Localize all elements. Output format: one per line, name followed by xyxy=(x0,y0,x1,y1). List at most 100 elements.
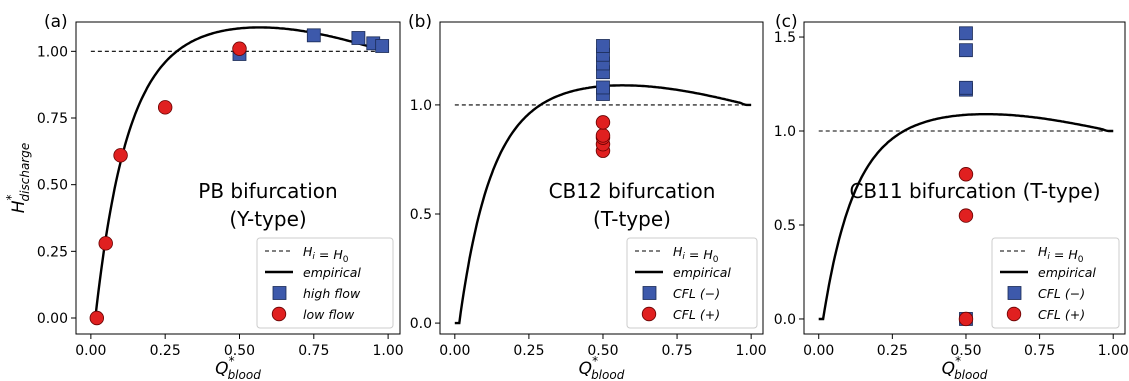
y-tick-label: 1.5 xyxy=(774,30,796,46)
y-tick-label: 0.0 xyxy=(774,312,796,328)
annotation-text: (Y-type) xyxy=(229,207,306,231)
legend-label: empirical xyxy=(673,265,731,280)
panel-c: 0.00 0.25 0.50 0.75 1.00 0.0 0.5 1.0 1.5(c) CB11 … xyxy=(774,12,1129,381)
x-tick-label: 0.75 xyxy=(298,343,329,359)
data-point-circle xyxy=(232,41,247,56)
x-tick-label: 0.00 xyxy=(803,343,834,359)
y-tick-label: 0.00 xyxy=(37,311,68,327)
y-tick-label: 1.0 xyxy=(410,98,432,114)
data-point-square xyxy=(351,31,366,45)
data-point-circle xyxy=(958,311,974,327)
data-point-circle xyxy=(113,148,128,163)
data-point-square xyxy=(306,28,321,43)
y-tick-label: 0.0 xyxy=(410,316,432,332)
data-point-circle xyxy=(595,115,611,130)
legend-label-part: H xyxy=(703,247,713,262)
x-tick-label: 0.50 xyxy=(950,343,981,359)
legend-label: CFL (+) xyxy=(673,307,720,322)
legend-square-marker xyxy=(642,286,657,300)
legend-box xyxy=(991,237,1120,329)
x-tick-label: 1.00 xyxy=(1098,343,1129,359)
data-point-square xyxy=(959,26,973,41)
legend-label: empirical xyxy=(303,265,361,280)
legend-label: high flow xyxy=(303,286,361,301)
data-point-circle xyxy=(595,128,611,143)
legend-label-part: i xyxy=(1047,252,1050,262)
y-tick-label: 0.25 xyxy=(37,244,68,260)
x-axis-title: Q* blood xyxy=(579,354,625,381)
data-point-circle xyxy=(958,167,974,182)
y-tick-label: 0.5 xyxy=(410,207,432,223)
y-tick-label: 1.0 xyxy=(774,124,796,140)
legend-label: empirical xyxy=(1038,265,1096,280)
legend-label: CFL (−) xyxy=(1038,286,1085,301)
x-tick-label: 0.75 xyxy=(1024,343,1055,359)
x-tick-label: 0.50 xyxy=(587,343,618,359)
panel-label: (a) xyxy=(44,12,68,32)
annotation-text: CB11 bifurcation (T-type) xyxy=(849,179,1100,203)
x-tick-label: 0.25 xyxy=(150,343,181,359)
data-point-circle xyxy=(157,100,173,115)
x-tick-label: 0.25 xyxy=(877,343,908,359)
panel-b: 0.00 0.25 0.50 0.75 1.00 0.0 0.5 1.0 (b) CB12 bif… xyxy=(408,12,767,381)
legend-box xyxy=(626,237,758,329)
x-axis-title: Q* blood xyxy=(215,354,261,381)
y-axis-title: H*discharge xyxy=(4,143,32,214)
legend-square-marker xyxy=(272,286,287,300)
legend-label: CFL (−) xyxy=(673,286,720,301)
legend-label-part: = xyxy=(315,247,333,262)
annotation-text: CB12 bifurcation xyxy=(549,179,716,203)
legend-circle-marker xyxy=(641,306,657,322)
legend-label-part: H xyxy=(673,244,683,259)
y-tick-label: 0.5 xyxy=(774,218,796,234)
plot-frame xyxy=(803,21,1126,335)
x-tick-label: 0.00 xyxy=(439,343,470,359)
legend-label: low flow xyxy=(303,307,355,322)
data-point-circle xyxy=(98,236,113,251)
y-tick-label: 0.75 xyxy=(37,111,68,127)
legend-label-part: H xyxy=(333,247,343,262)
legend-label-part: H xyxy=(1038,244,1048,259)
data-point-circle xyxy=(958,208,974,223)
plot-frame xyxy=(439,21,764,335)
legend-label: Hi = H0 xyxy=(1038,244,1084,265)
panel-label: (b) xyxy=(408,12,432,32)
y-tick-label: 0.50 xyxy=(37,178,68,194)
annotation-text: (T-type) xyxy=(593,207,671,231)
legend-label-part: i xyxy=(682,252,685,262)
panel-label: (c) xyxy=(775,12,798,32)
x-tick-label: 1.00 xyxy=(736,343,767,359)
data-point-square xyxy=(959,80,973,95)
legend-label-part: 0 xyxy=(1078,255,1084,265)
legend-square-marker xyxy=(1007,286,1022,300)
legend-circle-marker xyxy=(271,306,287,322)
legend-label-part: H xyxy=(303,244,313,259)
plot-frame xyxy=(75,21,401,335)
legend-circle-marker xyxy=(1006,306,1022,322)
x-axis-title: Q* blood xyxy=(942,354,988,381)
panel-a: 0.00 0.25 0.50 0.75 1.00 0.00 0.25 0.50 0.75 1.00… xyxy=(4,12,404,381)
x-tick-label: 0.50 xyxy=(224,343,255,359)
data-point-circle xyxy=(89,310,105,326)
annotation-text: PB bifurcation xyxy=(198,179,337,203)
legend-label-part: = xyxy=(685,247,703,262)
legend-label: Hi = H0 xyxy=(673,244,719,265)
data-point-square xyxy=(596,39,610,53)
empirical-curve xyxy=(818,113,1114,321)
legend-label-part: 0 xyxy=(343,255,349,265)
x-tick-label: 0.00 xyxy=(75,343,106,359)
data-point-square xyxy=(375,39,390,53)
y-tick-label: 1.00 xyxy=(37,44,68,60)
legend-label-part: 0 xyxy=(713,255,719,265)
legend-label-part: i xyxy=(312,252,315,262)
legend-label: Hi = H0 xyxy=(303,244,349,265)
empirical-curve xyxy=(90,26,389,320)
legend-label-part: H xyxy=(1068,247,1078,262)
legend-label: CFL (+) xyxy=(1038,307,1085,322)
legend-label-part: = xyxy=(1050,247,1068,262)
legend-box xyxy=(256,237,394,329)
data-point-square xyxy=(596,80,610,95)
x-tick-label: 0.75 xyxy=(661,343,692,359)
x-tick-label: 1.00 xyxy=(373,343,404,359)
